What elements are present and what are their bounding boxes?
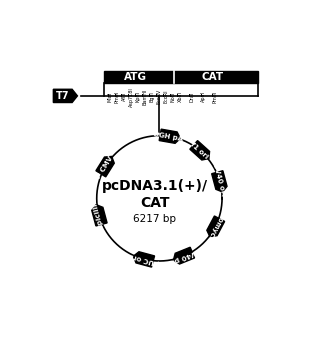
Polygon shape [133, 252, 155, 267]
Text: PmeI: PmeI [212, 90, 217, 103]
Text: Asp718I: Asp718I [128, 87, 133, 107]
Text: ATG: ATG [124, 72, 147, 82]
Text: BglII: BglII [149, 91, 154, 102]
Polygon shape [207, 216, 225, 237]
Polygon shape [212, 171, 227, 192]
Polygon shape [104, 71, 258, 83]
Text: pUC ori: pUC ori [130, 253, 160, 266]
Text: P CMV: P CMV [96, 155, 114, 179]
Text: DraI: DraI [189, 91, 194, 102]
Text: SV40 ori: SV40 ori [212, 163, 227, 197]
Text: f1 ori: f1 ori [190, 141, 210, 160]
Text: T7: T7 [56, 91, 69, 101]
Polygon shape [173, 247, 194, 264]
Text: CAT: CAT [140, 196, 169, 210]
Text: pcDNA3.1(+)/: pcDNA3.1(+)/ [101, 179, 208, 193]
Text: ApaI: ApaI [201, 91, 206, 102]
Text: BGH pA: BGH pA [153, 131, 183, 142]
Text: KpnI: KpnI [135, 91, 141, 102]
Polygon shape [190, 141, 210, 160]
Text: MluI: MluI [108, 91, 113, 102]
Text: CAT: CAT [201, 72, 224, 82]
Text: Neomycin: Neomycin [204, 207, 228, 245]
Polygon shape [92, 205, 107, 226]
Text: AfIII: AfIII [122, 92, 127, 101]
Polygon shape [53, 89, 77, 102]
Text: BamHI: BamHI [142, 88, 147, 105]
Polygon shape [159, 129, 180, 143]
Text: SV40 pA: SV40 pA [168, 247, 202, 265]
Text: 6217 bp: 6217 bp [133, 214, 176, 224]
Text: XbaI: XbaI [178, 91, 183, 102]
Text: EcoRI: EcoRI [163, 90, 168, 104]
Polygon shape [96, 156, 114, 177]
Text: PmeI: PmeI [114, 90, 119, 103]
Text: Ampicillin: Ampicillin [91, 197, 107, 236]
Text: NotI: NotI [170, 91, 175, 102]
Text: EcoRV: EcoRV [156, 89, 161, 104]
